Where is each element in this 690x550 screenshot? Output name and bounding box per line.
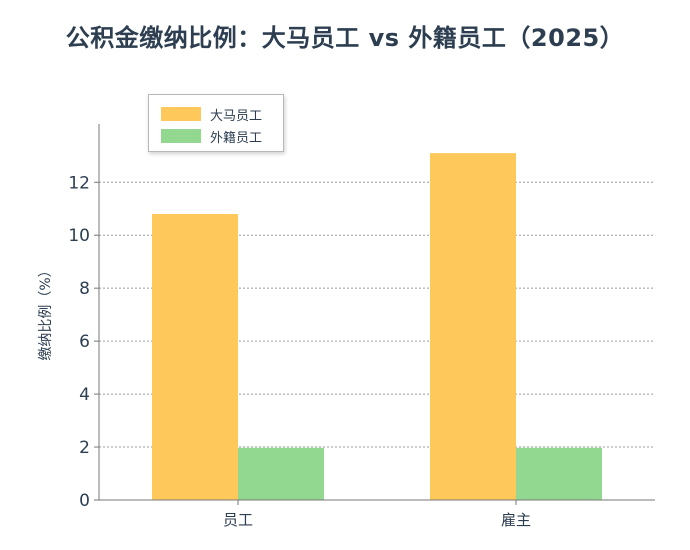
legend-label-malaysian: 大马员工 [210,108,263,124]
y-tick-label: 10 [68,226,90,246]
chart-title: 公积金缴纳比例：大马员工 vs 外籍员工（2025） [65,24,625,52]
y-tick-label: 6 [79,332,90,352]
bars [152,153,602,500]
bar-malaysian-1 [430,153,516,500]
y-tick-label: 4 [79,385,90,405]
x-tick-label: 员工 [223,511,253,529]
axes [98,124,655,501]
y-tick-label: 12 [68,173,90,193]
ticks: 0 2 4 6 8 10 12 员工 雇主 [68,173,531,529]
bar-malaysian-0 [152,214,238,500]
bar-foreign-0 [238,447,324,500]
legend: 大马员工 外籍员工 [148,94,284,152]
legend-item-foreign: 外籍员工 [161,126,283,146]
y-tick-label: 0 [79,491,90,511]
x-tick-label: 雇主 [501,511,531,529]
legend-label-foreign: 外籍员工 [210,130,263,146]
legend-swatch-malaysian [161,107,201,121]
legend-item-malaysian: 大马员工 [161,104,283,124]
y-axis-label: 缴纳比例（%） [38,263,54,360]
y-tick-label: 2 [79,438,90,458]
bar-foreign-1 [516,447,602,500]
legend-swatch-foreign [161,129,201,143]
y-tick-label: 8 [79,279,90,299]
